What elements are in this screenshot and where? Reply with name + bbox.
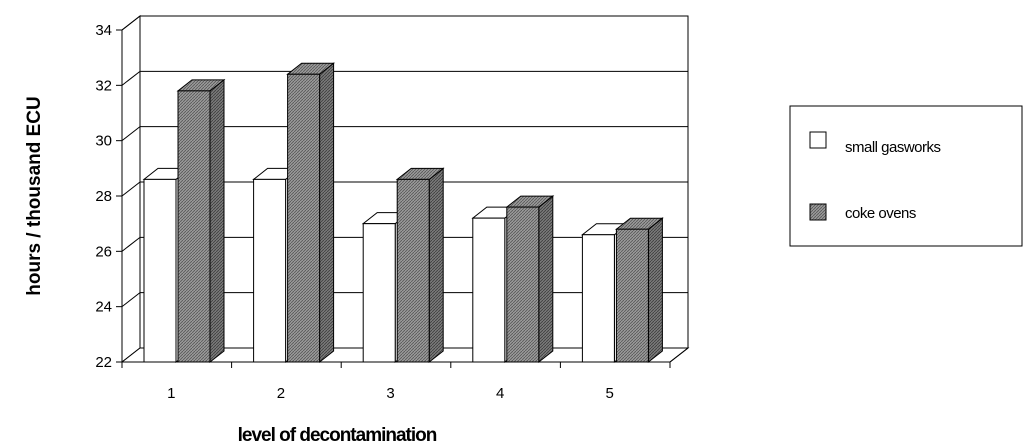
bar-coke-ovens-4 (505, 195, 555, 364)
x-axis-title: level of decontamination (238, 425, 437, 446)
x-tick-label: 3 (386, 385, 394, 402)
gridline-side (121, 126, 141, 142)
bar-front (472, 217, 506, 363)
legend-box (789, 105, 1023, 247)
legend-label-coke-ovens: coke ovens (845, 205, 916, 222)
bar-side (319, 62, 335, 364)
x-tick-label: 5 (606, 385, 614, 402)
bar-coke-ovens-2 (286, 62, 336, 364)
legend-label-small-gasworks: small gasworks (845, 139, 941, 156)
bar-side (428, 167, 444, 364)
x-tick-labels: 1 2 3 4 5 (167, 385, 614, 402)
y-axis-title: hours / thousand ECU (24, 96, 45, 296)
x-tick-label: 1 (167, 385, 175, 402)
gridline-side (121, 181, 141, 197)
bar-front (615, 228, 649, 363)
bar-front (253, 178, 287, 363)
y-tick-label: 32 (95, 77, 112, 94)
y-tick-label: 24 (95, 299, 112, 316)
legend-swatch-small-gasworks (809, 131, 827, 149)
x-tick-label: 4 (496, 385, 504, 402)
gridline-side (121, 236, 141, 252)
gridline-side (121, 15, 141, 31)
y-tick-label: 26 (95, 243, 112, 260)
legend-swatch-coke-ovens (809, 203, 827, 221)
floor-edge (669, 347, 689, 363)
gridline-side (121, 292, 141, 308)
bar-front (506, 206, 540, 363)
axes (116, 29, 689, 368)
bar-front (362, 223, 396, 363)
bar-front (177, 90, 211, 363)
y-tick-label: 30 (95, 133, 112, 150)
bar-coke-ovens-5 (614, 217, 664, 364)
bar-coke-ovens-3 (395, 167, 445, 364)
bar-side (647, 217, 663, 364)
bar-front (581, 234, 615, 363)
y-tick-label: 22 (95, 354, 112, 371)
bar-coke-ovens-1 (176, 78, 226, 364)
legend: small gasworks coke ovens (789, 105, 1023, 247)
bar-side (538, 195, 554, 364)
bars (142, 62, 664, 364)
gridline-side (121, 70, 141, 86)
x-tick-label: 2 (277, 385, 285, 402)
bar-side (209, 78, 225, 364)
bar-front (287, 73, 321, 363)
y-tick-label: 28 (95, 188, 112, 205)
y-tick-labels: 22 24 26 28 30 32 34 (95, 22, 112, 371)
bar-front (143, 178, 177, 363)
bar-front (396, 178, 430, 363)
y-tick-label: 34 (95, 22, 112, 39)
